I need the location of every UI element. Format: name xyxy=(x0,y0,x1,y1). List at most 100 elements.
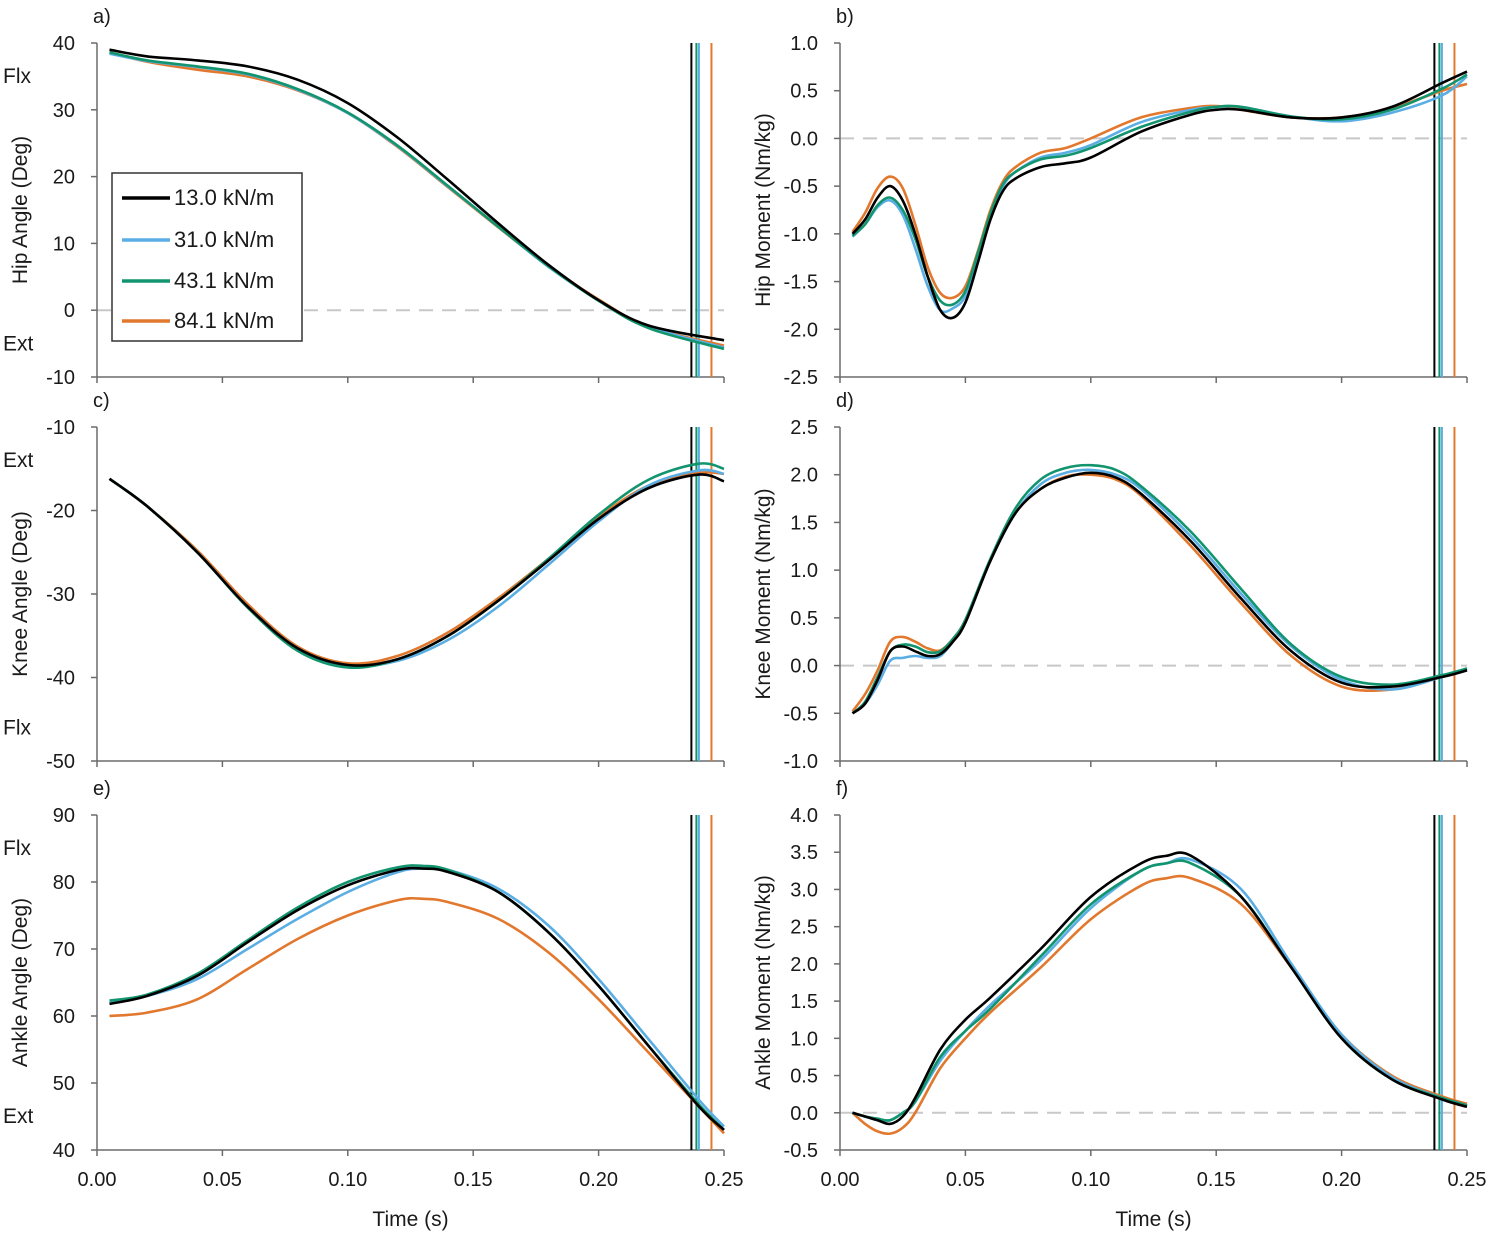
x-axis-label: Time (s) xyxy=(1115,1208,1191,1231)
y-tick-label: 0.5 xyxy=(790,1066,818,1088)
y-axis-label: Ankle Angle (Deg) xyxy=(9,898,32,1067)
x-tick-label: 0.05 xyxy=(203,1169,242,1191)
series-line-31-0 xyxy=(108,468,725,668)
direction-label-top: Flx xyxy=(3,837,31,860)
panel-label: a) xyxy=(93,6,111,28)
direction-label-top: Ext xyxy=(3,449,34,472)
y-tick-label: 70 xyxy=(53,939,75,961)
series-line-13-0 xyxy=(851,471,1468,715)
direction-label-top: Flx xyxy=(3,65,31,88)
direction-label-bottom: Ext xyxy=(3,1105,34,1128)
legend-item: 84.1 kN/m xyxy=(122,308,274,333)
series-line-13-0 xyxy=(851,70,1468,320)
legend-label-31: 31.0 kN/m xyxy=(174,227,274,252)
series-line-13-0 xyxy=(109,866,725,1131)
legend-label-84: 84.1 kN/m xyxy=(174,308,274,333)
y-tick-label: -1.5 xyxy=(784,272,818,294)
y-tick-label: 0 xyxy=(64,300,75,322)
legend-box xyxy=(111,172,303,342)
series-line-43-1 xyxy=(851,463,1468,715)
y-tick-label: 2.5 xyxy=(790,917,818,939)
legend-label-13: 13.0 kN/m xyxy=(174,185,274,210)
y-tick-label: 1.0 xyxy=(790,1028,818,1050)
y-axis-label: Hip Angle (Deg) xyxy=(9,136,32,284)
y-tick-label: 30 xyxy=(53,100,75,122)
panel-label: e) xyxy=(93,778,111,800)
y-tick-label: -2.0 xyxy=(784,319,818,341)
y-tick-label: 2.0 xyxy=(790,465,818,487)
series-line-43-1 xyxy=(851,73,1468,307)
y-tick-label: -50 xyxy=(46,751,75,773)
legend-label-43: 43.1 kN/m xyxy=(174,268,274,293)
y-tick-label: -40 xyxy=(46,668,75,690)
series-line-31-0 xyxy=(851,468,1468,715)
panel-label: f) xyxy=(836,778,848,800)
panel-label: d) xyxy=(836,390,854,412)
y-tick-label: 0.5 xyxy=(790,81,818,103)
panel-e: 40 50 60 70 80 90 0.00 0.05 0.10 0.15 0.20 0.25 Time… xyxy=(3,778,743,1231)
y-tick-label: 40 xyxy=(53,1140,75,1162)
y-axis-label: Hip Moment (Nm/kg) xyxy=(752,113,775,307)
y-tick-label: 0.0 xyxy=(790,128,818,150)
x-tick-label: 0.25 xyxy=(705,1169,744,1191)
y-tick-label: 80 xyxy=(53,872,75,894)
y-tick-label: 0.0 xyxy=(790,1103,818,1125)
y-axis-label: Knee Moment (Nm/kg) xyxy=(752,488,775,699)
series-line-43-1 xyxy=(852,859,1468,1122)
y-tick-label: -0.5 xyxy=(784,176,818,198)
panel-label: b) xyxy=(836,6,854,28)
series-line-13-0 xyxy=(852,851,1468,1126)
panel-a: -10 0 10 20 30 40 Hip Angle (Deg) a) Flx Ext xyxy=(3,6,725,389)
y-axis-label: Ankle Moment (Nm/kg) xyxy=(752,875,775,1090)
legend: 13.0 kN/m 31.0 kN/m 43.1 kN/m 84.1 kN/m xyxy=(111,172,303,342)
y-axis-label: Knee Angle (Deg) xyxy=(9,511,32,677)
y-tick-label: -10 xyxy=(46,367,75,389)
y-tick-label: 1.5 xyxy=(790,512,818,534)
direction-label-bottom: Flx xyxy=(3,716,31,739)
panel-label: c) xyxy=(93,390,110,412)
x-tick-label: 0.20 xyxy=(579,1169,618,1191)
x-tick-label: 0.05 xyxy=(946,1169,985,1191)
y-tick-label: -0.5 xyxy=(784,1140,818,1162)
panel-c: -50 -40 -30 -20 -10 Knee Angle (Deg) c) Ext Flx xyxy=(3,390,725,773)
series-line-84-1 xyxy=(108,470,725,665)
x-tick-label: 0.10 xyxy=(1071,1169,1110,1191)
y-tick-label: 1.5 xyxy=(790,991,818,1013)
y-tick-label: 0.0 xyxy=(790,656,818,678)
y-tick-label: -20 xyxy=(46,501,75,523)
y-tick-label: 3.0 xyxy=(790,879,818,901)
y-tick-label: 0.5 xyxy=(790,608,818,630)
x-tick-label: 0.25 xyxy=(1448,1169,1487,1191)
y-tick-label: 2.0 xyxy=(790,954,818,976)
series-line-84-1 xyxy=(851,874,1468,1136)
y-tick-label: -2.5 xyxy=(784,367,818,389)
y-tick-label: -0.5 xyxy=(784,703,818,725)
y-tick-label: -1.0 xyxy=(784,224,818,246)
panel-f: -0.5 0.0 0.5 1.0 1.5 2.0 2.5 3.0 3.5 4.0 0.00 0.05 0… xyxy=(752,778,1486,1231)
y-tick-label: -30 xyxy=(46,584,75,606)
y-tick-label: 90 xyxy=(53,805,75,827)
y-tick-label: 3.5 xyxy=(790,842,818,864)
legend-item: 31.0 kN/m xyxy=(122,227,274,252)
y-tick-label: 50 xyxy=(53,1073,75,1095)
series-line-84-1 xyxy=(109,896,725,1135)
panel-b: -2.5 -2.0 -1.5 -1.0 -0.5 0.0 0.5 1.0 Hip Moment … xyxy=(752,6,1468,389)
y-tick-label: 4.0 xyxy=(790,805,818,827)
series-line-31-0 xyxy=(852,856,1468,1123)
x-tick-label: 0.00 xyxy=(821,1169,860,1191)
x-tick-label: 0.00 xyxy=(78,1169,117,1191)
series-line-13-0 xyxy=(109,48,725,342)
y-tick-label: 1.0 xyxy=(790,33,818,55)
legend-item: 43.1 kN/m xyxy=(122,268,274,293)
x-axis-label: Time (s) xyxy=(372,1208,448,1231)
panel-d: -1.0 -0.5 0.0 0.5 1.0 1.5 2.0 2.5 Knee Moment (N… xyxy=(752,390,1468,773)
x-tick-label: 0.15 xyxy=(454,1169,493,1191)
x-tick-label: 0.15 xyxy=(1197,1169,1236,1191)
y-tick-label: -1.0 xyxy=(784,751,818,773)
x-tick-label: 0.20 xyxy=(1322,1169,1361,1191)
y-tick-label: -10 xyxy=(46,417,75,439)
y-tick-label: 2.5 xyxy=(790,417,818,439)
y-tick-label: 10 xyxy=(53,233,75,255)
